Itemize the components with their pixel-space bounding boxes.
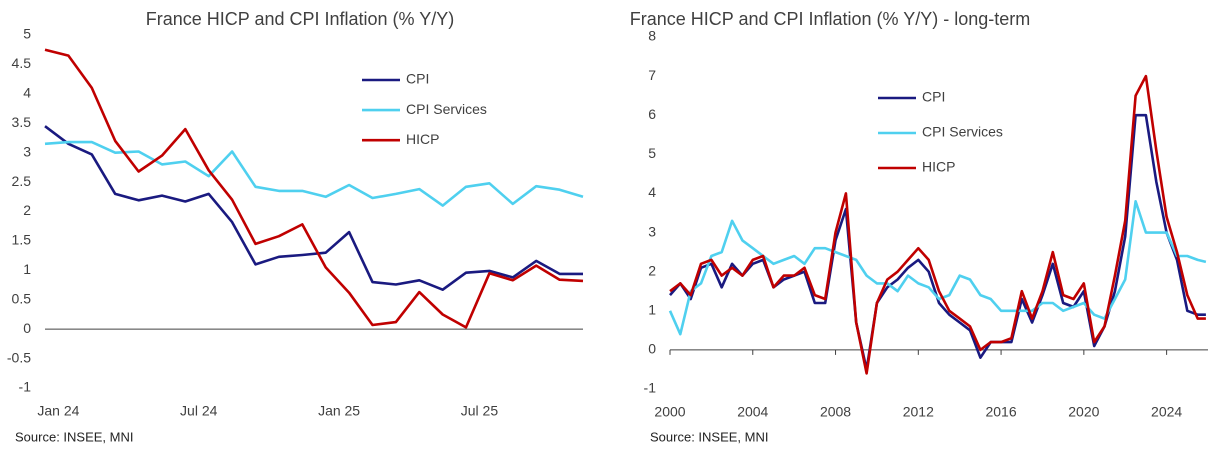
y-tick-label: 0.5	[12, 290, 32, 306]
x-tick-label: 2004	[737, 404, 768, 420]
y-tick-label: -0.5	[7, 349, 31, 365]
source: Source: INSEE, MNI	[650, 429, 768, 444]
x-tick-label: 2012	[903, 404, 934, 420]
y-tick-label: 2	[23, 202, 31, 218]
legend-label: CPI	[922, 89, 945, 105]
series-line	[669, 74, 1206, 375]
chart-title: France HICP and CPI Inflation (% Y/Y) - …	[630, 9, 1031, 29]
y-tick-label: 5	[23, 26, 31, 42]
y-tick-label: -1	[19, 379, 32, 395]
y-tick-label: 6	[648, 106, 656, 122]
series-line	[44, 140, 584, 207]
chart-title: France HICP and CPI Inflation (% Y/Y)	[146, 9, 454, 29]
y-tick-label: 1	[23, 261, 31, 277]
x-tick-label: Jan 25	[318, 403, 360, 419]
y-tick-label: 5	[648, 145, 656, 161]
x-tick-label: 2020	[1068, 404, 1099, 420]
series-line	[44, 48, 584, 329]
legend-label: HICP	[922, 159, 955, 175]
y-tick-label: -1	[644, 380, 657, 396]
x-tick-label: Jul 24	[180, 403, 218, 419]
y-tick-label: 2	[648, 262, 656, 278]
y-tick-label: 1.5	[12, 232, 32, 248]
y-tick-label: 4.5	[12, 55, 32, 71]
y-tick-label: 1	[648, 301, 656, 317]
y-tick-label: 3	[23, 143, 31, 159]
series-line	[669, 113, 1206, 371]
x-tick-label: 2016	[985, 404, 1016, 420]
y-tick-label: 4	[23, 85, 31, 101]
series-line	[44, 125, 583, 291]
y-tick-label: 4	[648, 184, 656, 200]
legend-label: CPI	[406, 71, 429, 87]
x-tick-label: 2024	[1151, 404, 1182, 420]
y-tick-label: 0	[23, 320, 31, 336]
y-tick-label: 7	[648, 67, 656, 83]
x-tick-label: Jan 24	[37, 403, 79, 419]
x-tick-label: 2008	[820, 404, 851, 420]
source: Source: INSEE, MNI	[15, 429, 133, 444]
y-tick-label: 3	[648, 223, 656, 239]
y-tick-label: 0	[648, 341, 656, 357]
x-tick-label: 2000	[654, 404, 685, 420]
y-tick-label: 3.5	[12, 114, 32, 130]
series-line	[668, 200, 1207, 336]
legend-label: CPI Services	[406, 101, 487, 117]
y-tick-label: 8	[648, 28, 656, 44]
legend-label: CPI Services	[922, 124, 1003, 140]
x-tick-label: Jul 25	[461, 403, 499, 419]
legend-label: HICP	[406, 131, 439, 147]
y-tick-label: 2.5	[12, 173, 32, 189]
